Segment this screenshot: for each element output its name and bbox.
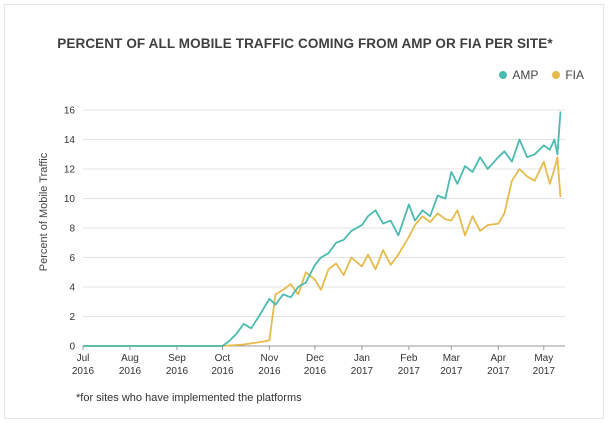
x-tick-label-month: Oct <box>215 353 231 364</box>
x-tick-label-year: 2016 <box>304 366 327 377</box>
x-tick-label-year: 2016 <box>211 366 234 377</box>
x-tick-label-year: 2016 <box>258 366 281 377</box>
x-tick-label-year: 2017 <box>440 366 463 377</box>
x-tick-label-year: 2016 <box>119 366 142 377</box>
y-tick-label: 6 <box>69 253 75 264</box>
legend-label-fia: FIA <box>565 68 584 82</box>
y-tick-label: 4 <box>69 283 75 294</box>
x-tick-label-year: 2016 <box>166 366 189 377</box>
y-tick-label: 10 <box>64 194 76 205</box>
series-line-amp <box>83 111 562 347</box>
x-tick-label-year: 2016 <box>72 366 95 377</box>
legend-item-fia: FIA <box>552 68 584 82</box>
footnote: *for sites who have implemented the plat… <box>76 392 302 404</box>
y-tick-label: 14 <box>64 135 76 146</box>
x-tick-label-month: Jan <box>354 353 370 364</box>
legend-swatch-fia <box>552 71 561 79</box>
series-line-fia <box>83 156 562 347</box>
y-tick-label: 12 <box>64 165 76 176</box>
y-tick-label: 2 <box>69 312 75 323</box>
x-tick-label-month: Nov <box>261 353 279 364</box>
x-tick-label-month: Sep <box>168 353 186 364</box>
x-tick-label-month: Aug <box>121 353 139 364</box>
legend-item-amp: AMP <box>499 68 538 82</box>
x-tick-label-month: Jul <box>77 353 90 364</box>
x-tick-label-year: 2017 <box>487 366 510 377</box>
legend: AMP FIA <box>499 68 584 82</box>
y-tick-label: 16 <box>64 106 76 117</box>
y-tick-label: 0 <box>69 342 75 353</box>
x-tick-label-month: Feb <box>400 353 418 364</box>
x-tick-label-month: Apr <box>491 353 507 364</box>
y-tick-label: 8 <box>69 224 75 235</box>
x-tick-label-year: 2017 <box>533 366 556 377</box>
x-tick-label-month: Dec <box>306 353 324 364</box>
x-tick-label-year: 2017 <box>398 366 421 377</box>
legend-label-amp: AMP <box>512 68 539 82</box>
chart-title: PERCENT OF ALL MOBILE TRAFFIC COMING FRO… <box>57 36 553 51</box>
legend-swatch-amp <box>499 71 508 79</box>
x-tick-label-month: May <box>534 353 553 364</box>
x-tick-label-month: Mar <box>443 353 461 364</box>
x-tick-label-year: 2017 <box>351 366 374 377</box>
